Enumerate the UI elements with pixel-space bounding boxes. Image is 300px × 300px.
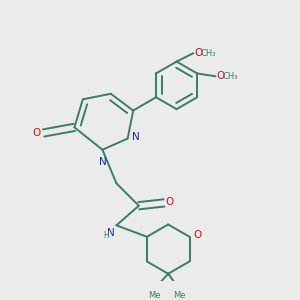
- Text: O: O: [33, 128, 41, 138]
- Text: O: O: [195, 48, 203, 58]
- Text: N: N: [132, 132, 140, 142]
- Text: CH₃: CH₃: [222, 72, 238, 81]
- Text: H: H: [104, 232, 110, 241]
- Text: Me: Me: [148, 291, 161, 300]
- Text: CH₃: CH₃: [200, 49, 216, 58]
- Text: Me: Me: [173, 291, 186, 300]
- Text: O: O: [217, 71, 225, 81]
- Text: N: N: [107, 228, 115, 238]
- Text: N: N: [98, 157, 106, 167]
- Text: O: O: [194, 230, 202, 240]
- Text: O: O: [165, 196, 174, 206]
